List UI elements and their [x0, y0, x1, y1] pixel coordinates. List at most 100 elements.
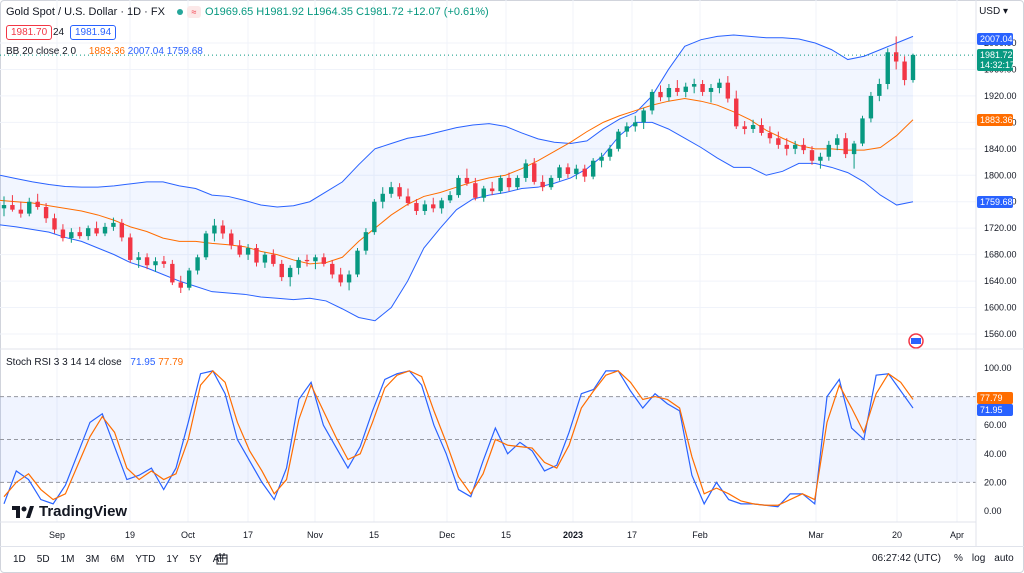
price-tick-label: 1680.00: [984, 250, 1017, 260]
candle: [708, 84, 714, 103]
range-button[interactable]: All: [212, 554, 224, 565]
candle-body: [136, 257, 141, 260]
candle: [523, 159, 529, 182]
candle-body: [532, 163, 537, 182]
candle-body: [313, 257, 318, 262]
candle: [700, 80, 705, 96]
candle: [237, 240, 242, 258]
candle: [220, 220, 226, 239]
candle: [229, 229, 234, 250]
candle: [658, 85, 663, 102]
candle-body: [910, 54, 916, 81]
auto-toggle[interactable]: auto: [994, 553, 1014, 564]
candle-body: [254, 248, 259, 263]
candle-body: [540, 181, 545, 188]
candle: [195, 254, 200, 275]
stoch-d-value: 77.79: [158, 357, 184, 368]
range-button[interactable]: 3M: [85, 554, 100, 565]
candle: [170, 259, 175, 286]
price-tick-label: 1720.00: [984, 223, 1017, 233]
candle-body: [826, 144, 832, 157]
candle-body: [641, 110, 646, 123]
buy-button[interactable]: 1981.94: [70, 25, 117, 40]
sell-button[interactable]: 1981.70: [6, 25, 53, 40]
candle-body: [851, 143, 857, 155]
candle: [734, 90, 739, 129]
log-toggle[interactable]: log: [971, 553, 986, 564]
percent-toggle[interactable]: %: [954, 553, 963, 564]
candle: [818, 152, 823, 169]
candle-body: [119, 222, 125, 238]
candle-body: [355, 250, 360, 275]
chevron-down-icon: ▾: [1002, 6, 1008, 17]
candle: [456, 175, 461, 198]
candle: [287, 265, 293, 287]
candle: [616, 128, 621, 152]
candle-body: [431, 204, 436, 209]
candle: [767, 126, 773, 144]
candle-body: [860, 118, 865, 144]
time-tick-label: Dec: [439, 530, 456, 540]
candle-body: [616, 131, 621, 149]
range-button[interactable]: 5D: [36, 554, 50, 565]
candle-body: [574, 168, 579, 174]
candle: [809, 146, 815, 165]
candle: [405, 188, 411, 206]
candle: [186, 267, 192, 291]
candle: [489, 181, 495, 196]
candle: [128, 233, 133, 263]
candle: [77, 226, 82, 239]
candle: [94, 221, 99, 237]
candle: [843, 132, 848, 159]
candle-body: [818, 156, 823, 161]
candle-body: [271, 254, 276, 264]
time-tick-label: Nov: [307, 530, 324, 540]
candle-body: [346, 274, 352, 283]
stoch-legend[interactable]: Stoch RSI 3 3 14 14 close 71.95 77.79: [6, 357, 183, 368]
candle: [877, 78, 882, 102]
candle: [380, 187, 385, 209]
range-button[interactable]: 1D: [13, 554, 26, 565]
range-button[interactable]: 5Y: [189, 554, 202, 565]
candle-body: [801, 144, 806, 151]
candle: [262, 251, 268, 268]
candle-body: [237, 245, 242, 255]
candle: [599, 152, 604, 168]
candle-body: [304, 259, 310, 262]
range-button[interactable]: 6M: [110, 554, 125, 565]
time-tick-label: Mar: [808, 530, 824, 540]
utc-clock[interactable]: 06:27:42 (UTC): [872, 553, 941, 564]
last-price: 1981.72: [980, 50, 1013, 60]
tradingview-logo[interactable]: TradingView: [12, 503, 127, 520]
candle: [540, 175, 545, 192]
scale-toggles: % log auto: [954, 553, 1014, 564]
candle: [607, 144, 613, 161]
candle: [750, 119, 756, 133]
range-button[interactable]: 1Y: [166, 554, 179, 565]
candle-body: [515, 177, 520, 188]
candle-body: [380, 193, 385, 202]
candle-body: [750, 125, 756, 129]
price-tick-label: 1640.00: [984, 276, 1017, 286]
candle: [313, 254, 318, 270]
wave-icon[interactable]: ≈: [186, 6, 201, 18]
currency-select[interactable]: USD ▾: [979, 6, 1008, 17]
candle-body: [338, 274, 343, 283]
symbol-title[interactable]: Gold Spot / U.S. Dollar · 1D · FX: [6, 6, 165, 18]
candle: [10, 195, 15, 212]
candle-body: [717, 82, 722, 88]
candle-body: [649, 91, 655, 111]
candle: [178, 275, 183, 293]
candle-body: [229, 233, 234, 246]
candle-body: [321, 257, 327, 264]
price-tick-label: 1840.00: [984, 144, 1017, 154]
candle: [624, 122, 630, 137]
candle-body: [35, 201, 40, 208]
calendar-icon[interactable]: [216, 553, 228, 568]
bb-legend[interactable]: BB 20 close 2 0 1883.36 2007.04 1759.68: [6, 46, 203, 57]
range-button[interactable]: 1M: [60, 554, 75, 565]
range-button[interactable]: YTD: [135, 554, 156, 565]
candle-body: [607, 148, 613, 157]
stoch-name: Stoch RSI 3 3 14 14 close: [6, 357, 122, 368]
